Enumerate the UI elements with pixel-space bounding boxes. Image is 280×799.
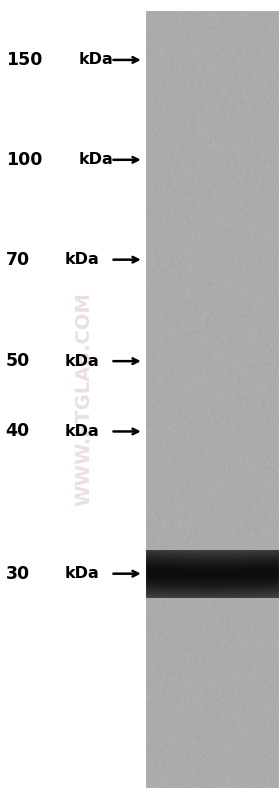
Bar bbox=[145, 10, 280, 789]
Text: WWW.PTGLAB.COM: WWW.PTGLAB.COM bbox=[74, 292, 94, 507]
Text: kDa: kDa bbox=[64, 252, 99, 267]
Text: 100: 100 bbox=[6, 151, 42, 169]
Text: 70: 70 bbox=[6, 251, 30, 268]
Text: 150: 150 bbox=[6, 51, 42, 69]
Text: 30: 30 bbox=[6, 565, 30, 582]
Text: kDa: kDa bbox=[64, 354, 99, 368]
Text: 40: 40 bbox=[6, 423, 30, 440]
Text: 50: 50 bbox=[6, 352, 30, 370]
Text: kDa: kDa bbox=[64, 424, 99, 439]
Text: kDa: kDa bbox=[78, 53, 113, 67]
Text: kDa: kDa bbox=[78, 153, 113, 167]
Text: kDa: kDa bbox=[64, 566, 99, 581]
